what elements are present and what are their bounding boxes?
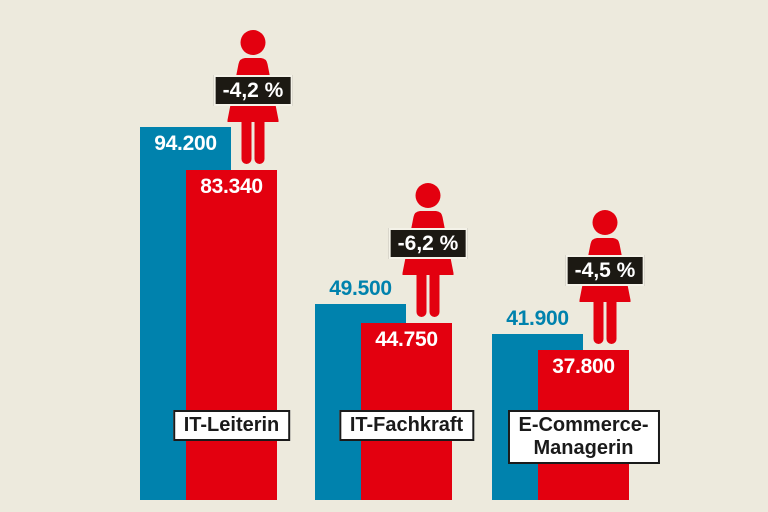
bar-group-2: 49.500 44.750 -6,2 % IT-Fachkraft xyxy=(315,12,475,500)
delta-badge: -4,2 % xyxy=(213,75,293,106)
delta-badge: -4,5 % xyxy=(565,255,645,286)
red-bar-value: 83.340 xyxy=(200,175,263,198)
category-label: E-Commerce- Managerin xyxy=(507,410,660,464)
category-label-line: Managerin xyxy=(533,437,634,459)
blue-bar-value: 94.200 xyxy=(154,132,217,155)
category-label-line: IT-Fachkraft xyxy=(349,414,464,436)
bar-group-1: 94.200 83.340 -4,2 % IT-Leiterin xyxy=(140,12,293,500)
category-label-line: E-Commerce- xyxy=(518,414,649,436)
woman-icon xyxy=(402,183,454,317)
red-bar: 83.340 xyxy=(186,170,277,500)
category-label: IT-Leiterin xyxy=(172,410,291,441)
blue-bar-value: 49.500 xyxy=(329,277,392,300)
blue-bar-value: 41.900 xyxy=(506,307,569,330)
category-label: IT-Fachkraft xyxy=(338,410,475,441)
category-label-line: IT-Leiterin xyxy=(183,414,280,436)
delta-badge: -6,2 % xyxy=(388,228,468,259)
red-bar-value: 37.800 xyxy=(552,355,615,378)
bar-group-3: 41.900 37.800 -4,5 % E-Commerce- Manager… xyxy=(492,12,660,500)
red-bar-value: 44.750 xyxy=(375,328,438,351)
